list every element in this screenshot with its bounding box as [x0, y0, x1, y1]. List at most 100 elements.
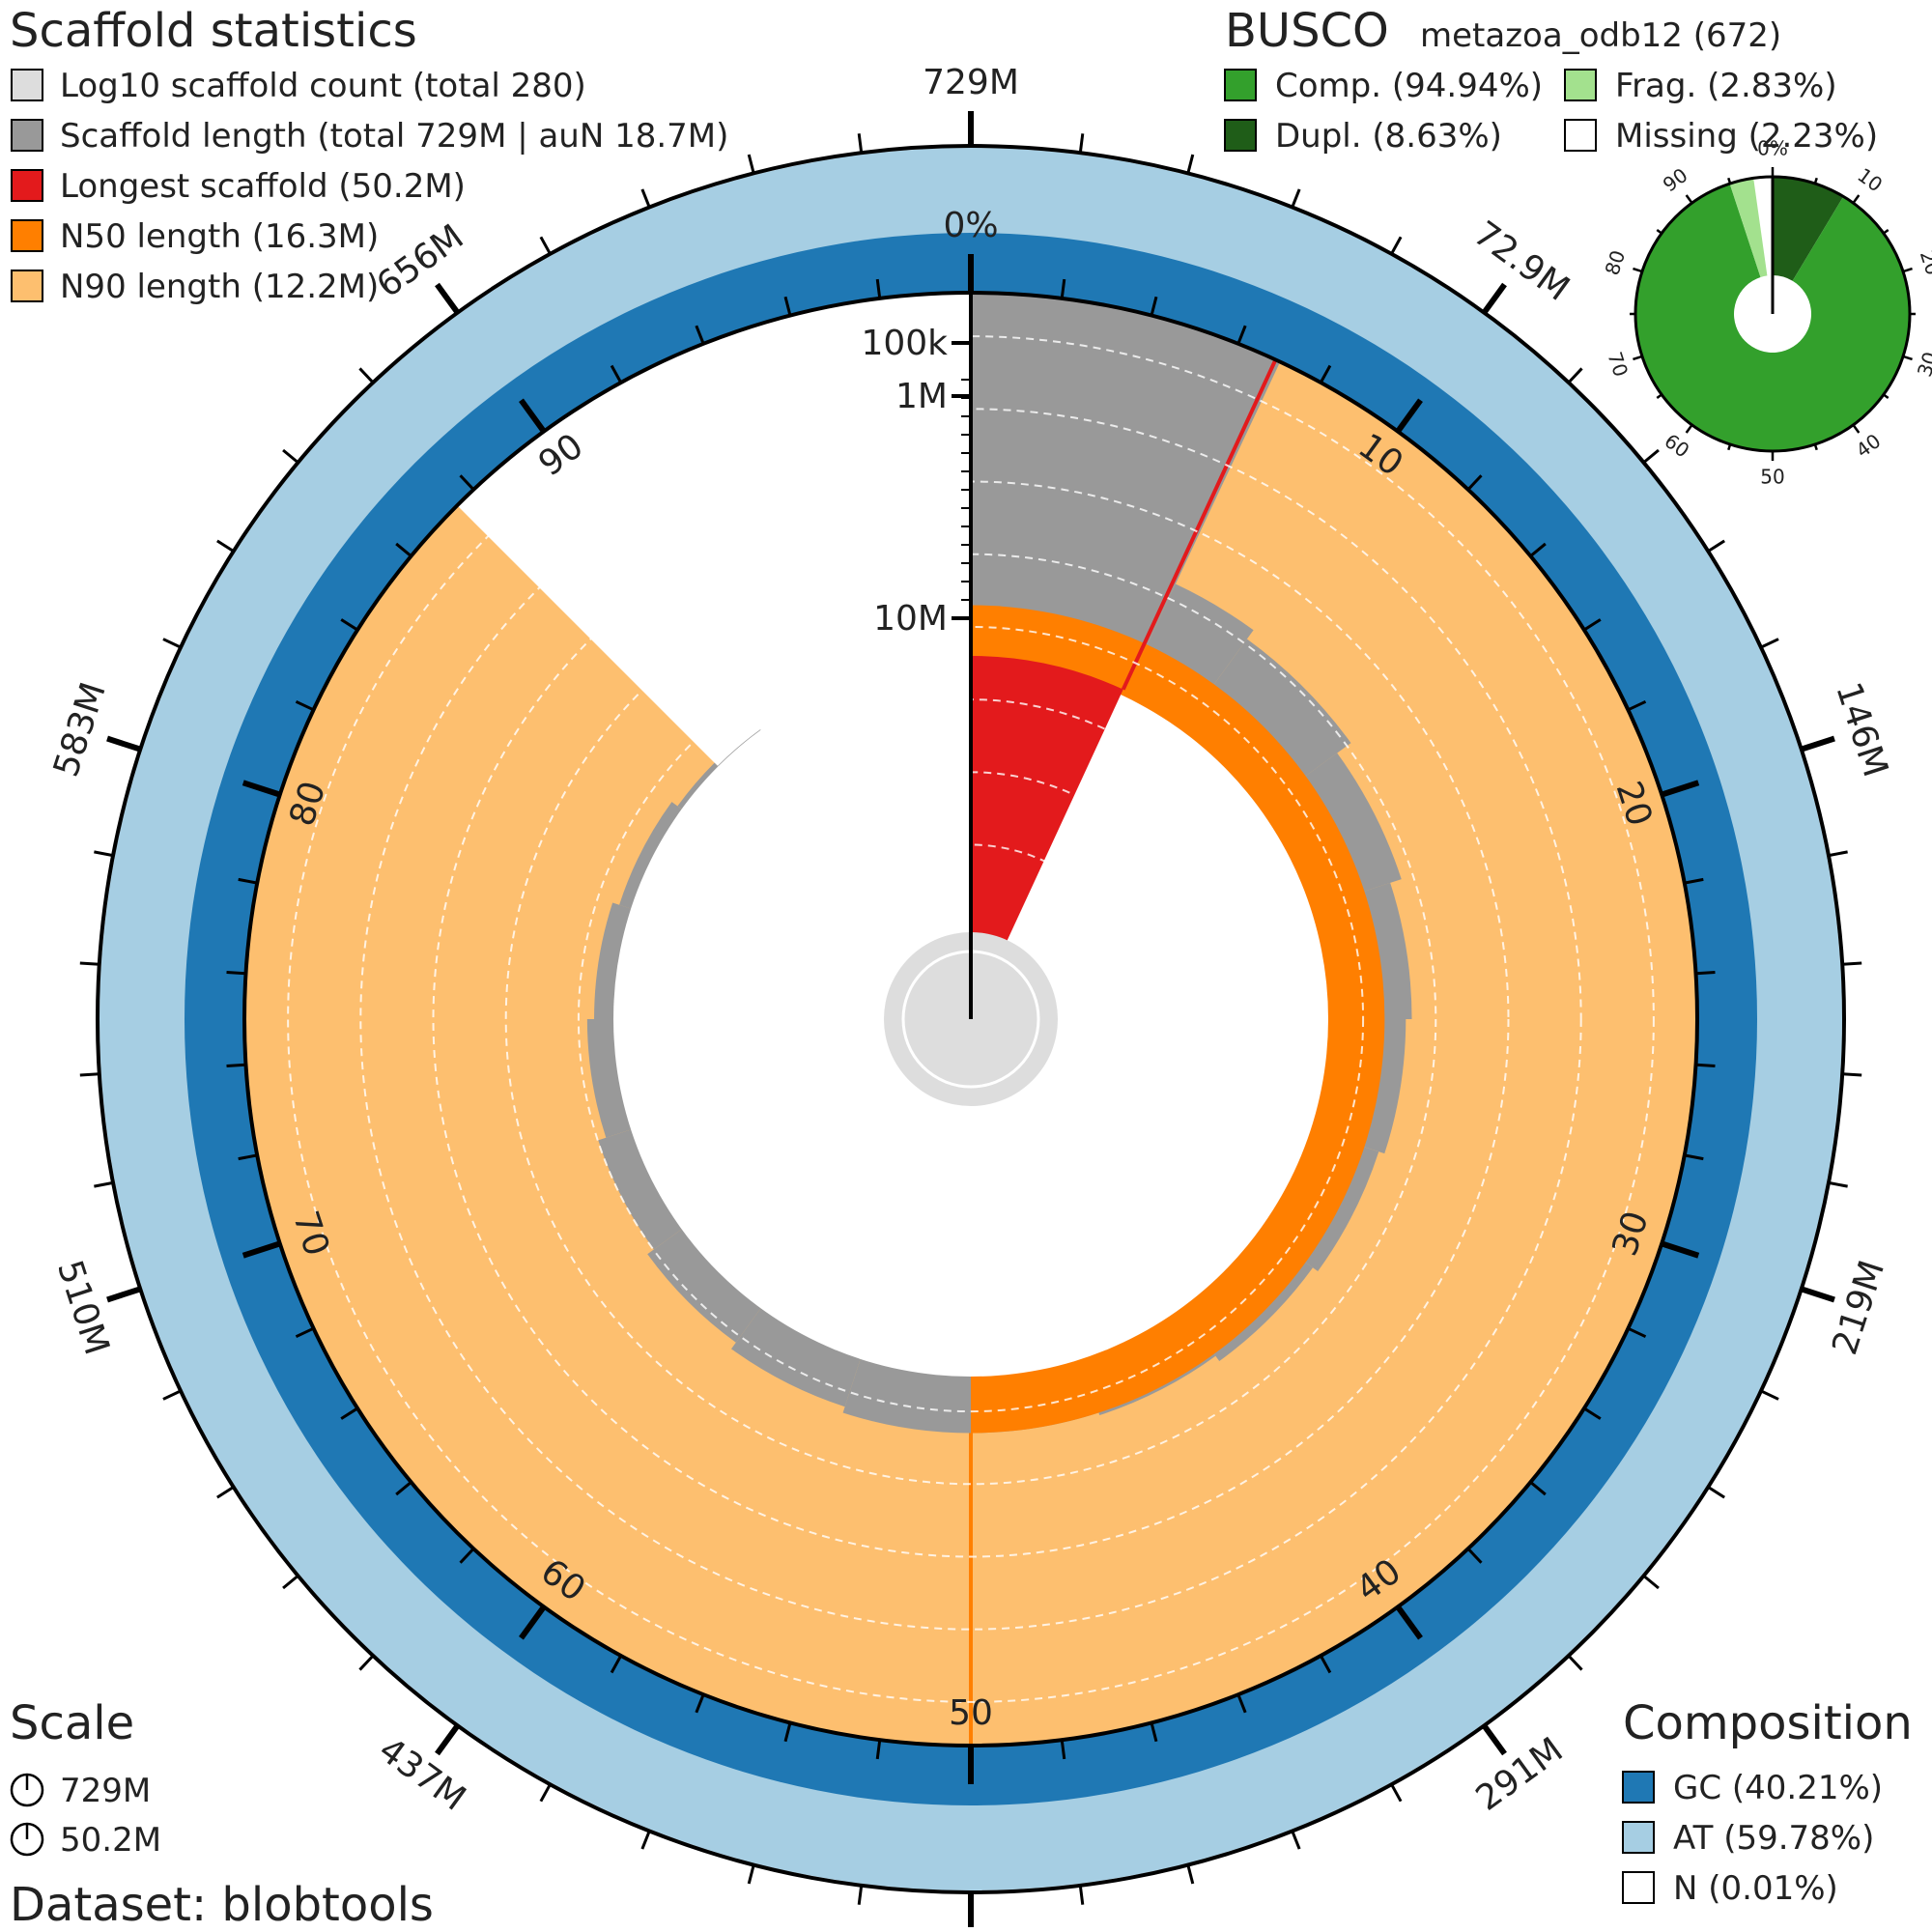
swatch-at	[1622, 1821, 1655, 1854]
inner-tick	[242, 780, 281, 798]
label-gc: GC (40.21%)	[1673, 1769, 1883, 1807]
busco-complete-slice	[1635, 184, 1910, 451]
outer-tick-label: 291M	[1469, 1730, 1571, 1819]
outer-tick	[1186, 1864, 1195, 1885]
inner-tick	[519, 1605, 547, 1640]
inner-tick	[1695, 971, 1716, 976]
busco-tick-label: 90	[1659, 163, 1692, 196]
inner-tick	[1150, 1722, 1158, 1743]
inner-tick	[238, 1153, 258, 1161]
busco-tick-label: 60	[1661, 429, 1694, 462]
busco-tick-label: 70	[1603, 349, 1633, 380]
outer-tick	[1186, 154, 1195, 174]
swatch-n90	[11, 270, 43, 302]
scaffold-stats-item: Log10 scaffold count (total 280)	[11, 67, 586, 105]
inner-tick	[783, 1722, 792, 1743]
inner-tick	[1395, 1605, 1423, 1640]
composition-legend: Composition GC (40.21%) AT (59.78%) N (0…	[1622, 1696, 1913, 1908]
radial-tick-label: 1M	[895, 377, 948, 416]
inner-tick	[1529, 1481, 1547, 1496]
outer-tick	[1707, 539, 1725, 553]
outer-tick	[1760, 1389, 1779, 1401]
label-busco-fragmented: Frag. (2.83%)	[1615, 67, 1837, 105]
grid-circle	[359, 408, 1582, 1631]
label-n: N (0.01%)	[1673, 1869, 1838, 1908]
label-longest-scaffold: Longest scaffold (50.2M)	[60, 167, 466, 206]
label-busco-duplicated: Dupl. (8.63%)	[1275, 117, 1502, 156]
inner-tick	[1236, 1693, 1247, 1714]
scale-item: 50.2M	[10, 1821, 161, 1860]
inner-tick	[1466, 1548, 1483, 1564]
inner-tick	[459, 474, 475, 491]
inner-tick	[226, 971, 246, 976]
label-busco-missing: Missing (2.23%)	[1615, 117, 1878, 156]
busco-tick-label: 80	[1601, 247, 1631, 278]
inner-tick	[1319, 1655, 1332, 1674]
longest-scaffold-wedge	[971, 656, 1123, 1019]
scaffold-stats-item: N50 length (16.3M)	[11, 217, 379, 256]
busco-tick	[1852, 424, 1861, 434]
scale-label-total: 729M	[60, 1772, 151, 1810]
busco-tick-label: 50	[1760, 466, 1784, 489]
scaffold-stats-legend: Scaffold statistics Log10 scaffold count…	[10, 4, 728, 306]
inner-tick	[1060, 1739, 1066, 1760]
busco-tick	[1883, 228, 1889, 235]
inner-tick	[695, 1693, 705, 1714]
outer-tick	[1707, 1486, 1725, 1499]
busco-tick	[1902, 267, 1913, 273]
outer-tick-label: 510M	[49, 1256, 117, 1360]
inner-tick	[1583, 618, 1602, 632]
swatch-scaffold-length	[11, 119, 43, 152]
inner-tick	[395, 542, 412, 557]
inner-tick	[1236, 325, 1247, 345]
inner-tick	[783, 296, 792, 316]
busco-tick	[1852, 194, 1861, 204]
outer-tick	[1078, 1885, 1085, 1905]
busco-tick	[1727, 177, 1732, 185]
outer-tick	[79, 1072, 99, 1077]
outer-tick-label: 437M	[371, 1730, 472, 1819]
scale-item: 729M	[10, 1772, 151, 1810]
grid-circle	[795, 843, 1147, 1195]
label-at: AT (59.78%)	[1673, 1819, 1874, 1858]
busco-duplicated-slice	[1773, 177, 1844, 281]
label-scaffold-length: Scaffold length (total 729M | auN 18.7M)	[60, 117, 728, 156]
radial-tick-label: 100k	[861, 324, 948, 363]
outer-tick	[79, 961, 99, 966]
outer-tick	[94, 1180, 114, 1188]
outer-tick	[106, 1286, 142, 1303]
busco-tick	[1727, 443, 1732, 451]
inner-tick	[610, 1655, 623, 1674]
outer-tick	[1828, 1180, 1848, 1188]
radial-axis: 100k 1M 10M	[861, 293, 973, 1019]
inner-tick	[1661, 780, 1700, 798]
busco-tick	[1902, 355, 1913, 361]
outer-tick	[747, 1864, 755, 1885]
inner-tick	[295, 1326, 315, 1339]
inner-tick	[1627, 699, 1647, 712]
grid-circle	[504, 553, 1437, 1486]
swatch-n50	[11, 219, 43, 252]
outer-tick	[1567, 1654, 1583, 1671]
outer-tick-label: 72.9M	[1466, 213, 1577, 309]
inner-tick	[1395, 398, 1423, 434]
busco-tick-label: 20	[1916, 247, 1932, 278]
busco-lineage: metazoa_odb12 (672)	[1420, 16, 1781, 55]
outer-tick	[435, 1723, 461, 1756]
busco-tick	[1883, 393, 1889, 400]
inner-tick	[519, 398, 547, 434]
outer-tick	[1800, 1286, 1835, 1303]
outer-tick-label: 583M	[46, 678, 114, 782]
composition-title: Composition	[1623, 1696, 1913, 1750]
scaffold-stats-item: N90 length (12.2M)	[11, 268, 379, 306]
outer-tick	[1078, 133, 1085, 154]
outer-tick	[1481, 1723, 1507, 1756]
inner-tick	[340, 618, 358, 632]
outer-tick	[747, 154, 755, 174]
inner-tick	[1150, 296, 1158, 316]
swatch-longest-scaffold	[11, 169, 43, 202]
outer-tick	[857, 133, 864, 154]
inner-tick	[1529, 542, 1547, 557]
busco-tick-label: 30	[1913, 349, 1932, 380]
